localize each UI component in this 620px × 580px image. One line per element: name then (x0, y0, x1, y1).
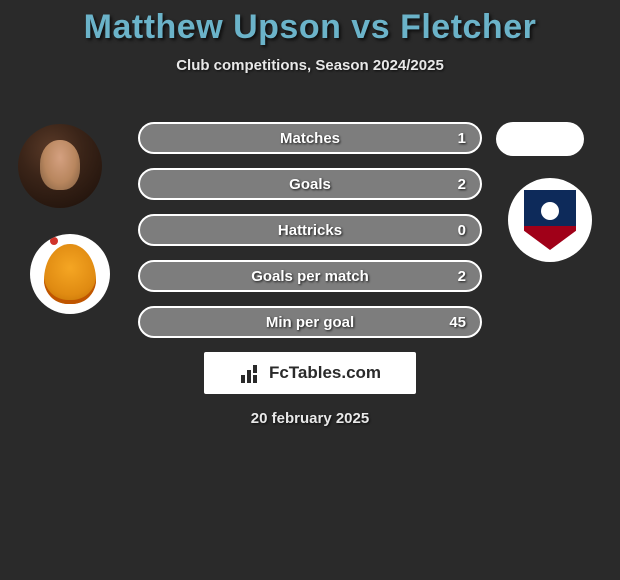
stat-right-value: 0 (436, 222, 466, 239)
date-label: 20 february 2025 (0, 410, 620, 427)
page-title: Matthew Upson vs Fletcher (0, 0, 620, 47)
club-right-crest (508, 178, 592, 262)
stat-row-hattricks: Hattricks 0 (138, 214, 482, 246)
stat-label: Matches (280, 130, 340, 147)
stat-row-goals: Goals 2 (138, 168, 482, 200)
player-left-avatar (18, 124, 102, 208)
stat-right-value: 45 (436, 314, 466, 331)
stat-row-matches: Matches 1 (138, 122, 482, 154)
stat-row-min-per-goal: Min per goal 45 (138, 306, 482, 338)
stat-label: Hattricks (278, 222, 342, 239)
stat-row-goals-per-match: Goals per match 2 (138, 260, 482, 292)
club-left-crest (30, 234, 110, 314)
stat-label: Min per goal (266, 314, 354, 331)
subtitle: Club competitions, Season 2024/2025 (0, 57, 620, 74)
stat-right-value: 2 (436, 176, 466, 193)
stat-label: Goals (289, 176, 331, 193)
stats-table: Matches 1 Goals 2 Hattricks 0 Goals per … (138, 122, 482, 352)
stat-label: Goals per match (251, 268, 369, 285)
stat-right-value: 1 (436, 130, 466, 147)
stat-right-value: 2 (436, 268, 466, 285)
watermark: FcTables.com (204, 352, 416, 394)
watermark-text: FcTables.com (269, 363, 381, 383)
bar-chart-icon (239, 363, 263, 383)
player-right-avatar (496, 122, 584, 156)
